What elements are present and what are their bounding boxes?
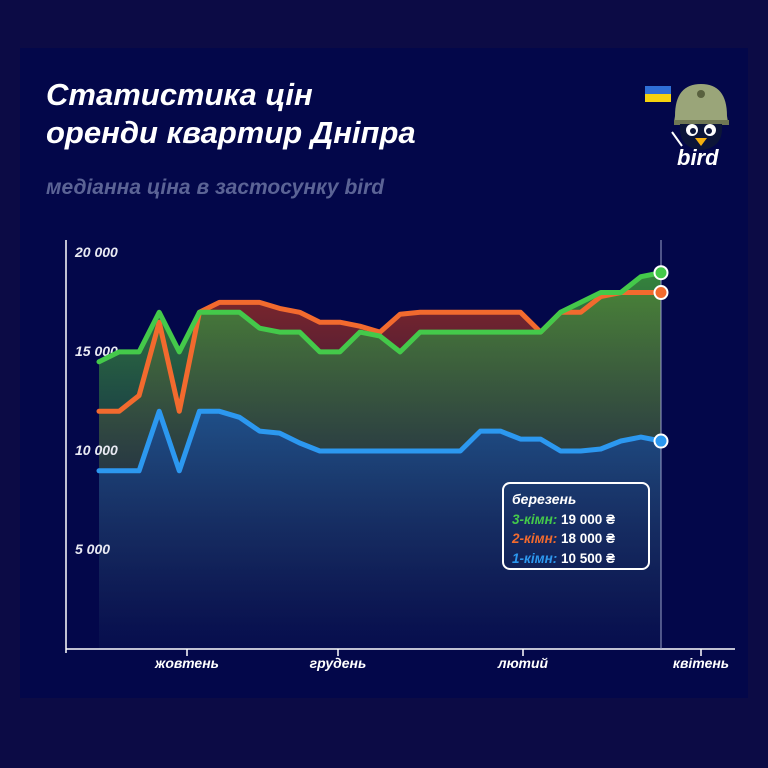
legend-value-3-room: 19 000 ₴ (561, 511, 616, 527)
legend-value-1-room: 10 500 ₴ (561, 550, 616, 566)
legend-item-2-room: 2-кімн: 18 000 ₴ (512, 529, 640, 549)
legend-label-2-room: 2-кімн: (512, 531, 558, 546)
y-tick-label: 20 000 (74, 244, 118, 260)
x-tick-label: лютий (497, 655, 549, 671)
legend-item-3-room: 3-кімн: 19 000 ₴ (512, 510, 640, 530)
title-line-1: Статистика цін (46, 77, 313, 112)
endpoint-2-room (653, 285, 669, 301)
x-tick-label: квітень (673, 655, 729, 671)
y-tick-label: 15 000 (75, 343, 118, 359)
x-tick-label: жовтень (154, 655, 219, 671)
series-line-2-room (96, 290, 664, 414)
area-1-room (99, 411, 661, 649)
bird-logo (640, 76, 740, 176)
x-tick-label: грудень (310, 655, 367, 671)
legend-header: березень (512, 491, 577, 507)
legend-label-3-room: 3-кімн: (512, 511, 558, 527)
endpoint-3-room (653, 265, 669, 281)
chart-legend: березень 3-кімн: 19 000 ₴ 2-кімн: 18 000… (502, 482, 650, 570)
title-line-2: оренди квартир Дніпра (46, 115, 416, 150)
y-tick-label: 10 000 (75, 442, 118, 458)
series-line-3-room (96, 270, 664, 365)
page-title: Статистика цін оренди квартир Дніпра (46, 76, 566, 152)
logo-text: bird (677, 145, 719, 170)
legend-value-2-room: 18 000 ₴ (561, 531, 616, 546)
series-line-1-room (96, 408, 664, 474)
bird-mascot-icon (645, 84, 729, 150)
endpoint-1-room (653, 433, 669, 449)
legend-label-1-room: 1-кімн: (512, 550, 558, 566)
legend-item-1-room: 1-кімн: 10 500 ₴ (512, 549, 640, 569)
page-subtitle: медіанна ціна в застосунку bird (46, 176, 385, 199)
y-tick-label: 5 000 (75, 541, 110, 557)
